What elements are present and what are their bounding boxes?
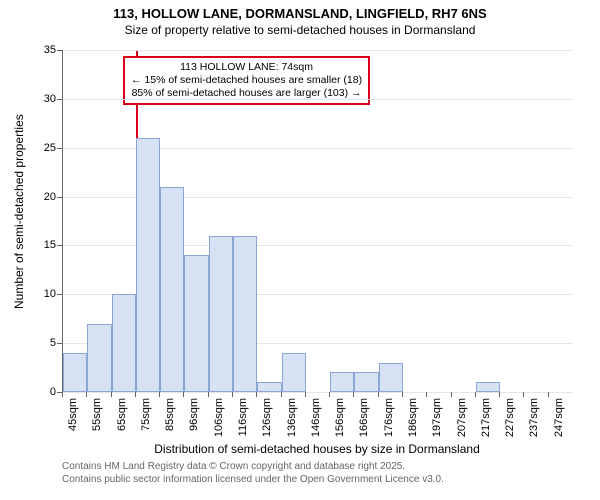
x-tick-mark [159, 392, 160, 397]
annotation-line1: 113 HOLLOW LANE: 74sqm [131, 61, 362, 74]
grid-line [63, 392, 573, 393]
attribution-line1: Contains HM Land Registry data © Crown c… [62, 460, 444, 473]
x-tick-mark [135, 392, 136, 397]
y-tick-mark [57, 245, 62, 246]
x-tick-mark [451, 392, 452, 397]
histogram-bar [379, 363, 403, 392]
x-tick-label: 75sqm [140, 398, 152, 438]
y-tick-label: 20 [28, 191, 56, 203]
y-tick-label: 10 [28, 288, 56, 300]
x-tick-mark [523, 392, 524, 397]
x-tick-label: 146sqm [310, 398, 322, 438]
y-tick-mark [57, 343, 62, 344]
x-tick-label: 45sqm [67, 398, 79, 438]
y-axis-label: Number of semi-detached properties [12, 115, 26, 310]
chart-title: 113, HOLLOW LANE, DORMANSLAND, LINGFIELD… [0, 0, 600, 23]
x-tick-label: 85sqm [164, 398, 176, 438]
x-tick-label: 55sqm [91, 398, 103, 438]
x-tick-label: 156sqm [334, 398, 346, 438]
y-tick-label: 0 [28, 386, 56, 398]
x-tick-label: 96sqm [188, 398, 200, 438]
histogram-bar [160, 187, 184, 392]
grid-line [63, 99, 573, 100]
histogram-bar [282, 353, 306, 392]
y-tick-mark [57, 294, 62, 295]
y-tick-mark [57, 50, 62, 51]
histogram-bar [63, 353, 87, 392]
x-tick-label: 126sqm [261, 398, 273, 438]
x-tick-mark [62, 392, 63, 397]
x-tick-mark [86, 392, 87, 397]
y-tick-label: 25 [28, 142, 56, 154]
histogram-bar [330, 372, 354, 392]
y-tick-mark [57, 148, 62, 149]
y-tick-label: 15 [28, 239, 56, 251]
x-tick-mark [305, 392, 306, 397]
x-tick-mark [281, 392, 282, 397]
y-tick-label: 5 [28, 337, 56, 349]
chart-subtitle: Size of property relative to semi-detach… [0, 23, 600, 41]
histogram-bar [354, 372, 378, 392]
histogram-bar [87, 324, 111, 392]
y-tick-label: 35 [28, 44, 56, 56]
grid-line [63, 50, 573, 51]
histogram-bar [209, 236, 233, 392]
x-tick-mark [329, 392, 330, 397]
x-tick-label: 116sqm [237, 398, 249, 438]
x-axis-label: Distribution of semi-detached houses by … [62, 442, 572, 456]
x-tick-mark [475, 392, 476, 397]
y-tick-label: 30 [28, 93, 56, 105]
histogram-bar [184, 255, 208, 392]
x-tick-mark [499, 392, 500, 397]
histogram-bar [257, 382, 281, 392]
x-tick-mark [232, 392, 233, 397]
x-tick-mark [183, 392, 184, 397]
attribution: Contains HM Land Registry data © Crown c… [62, 460, 444, 486]
x-tick-mark [208, 392, 209, 397]
x-tick-mark [111, 392, 112, 397]
chart-container: 113, HOLLOW LANE, DORMANSLAND, LINGFIELD… [0, 0, 600, 500]
x-tick-label: 207sqm [456, 398, 468, 438]
x-tick-label: 197sqm [431, 398, 443, 438]
x-tick-label: 247sqm [553, 398, 565, 438]
x-tick-mark [256, 392, 257, 397]
histogram-bar [233, 236, 257, 392]
x-tick-mark [353, 392, 354, 397]
x-tick-label: 176sqm [383, 398, 395, 438]
x-tick-label: 186sqm [407, 398, 419, 438]
attribution-line2: Contains public sector information licen… [62, 473, 444, 486]
x-tick-mark [378, 392, 379, 397]
x-tick-label: 217sqm [480, 398, 492, 438]
x-tick-mark [548, 392, 549, 397]
annotation-line2: ← 15% of semi-detached houses are smalle… [131, 74, 362, 87]
histogram-bar [136, 138, 160, 392]
x-tick-label: 227sqm [504, 398, 516, 438]
x-tick-label: 106sqm [213, 398, 225, 438]
x-tick-mark [402, 392, 403, 397]
x-tick-label: 237sqm [528, 398, 540, 438]
x-tick-label: 166sqm [358, 398, 370, 438]
plot-area: 113 HOLLOW LANE: 74sqm ← 15% of semi-det… [62, 50, 573, 393]
x-tick-label: 65sqm [116, 398, 128, 438]
x-tick-mark [426, 392, 427, 397]
x-tick-label: 136sqm [286, 398, 298, 438]
histogram-bar [112, 294, 136, 392]
y-tick-mark [57, 197, 62, 198]
histogram-bar [476, 382, 500, 392]
y-tick-mark [57, 99, 62, 100]
